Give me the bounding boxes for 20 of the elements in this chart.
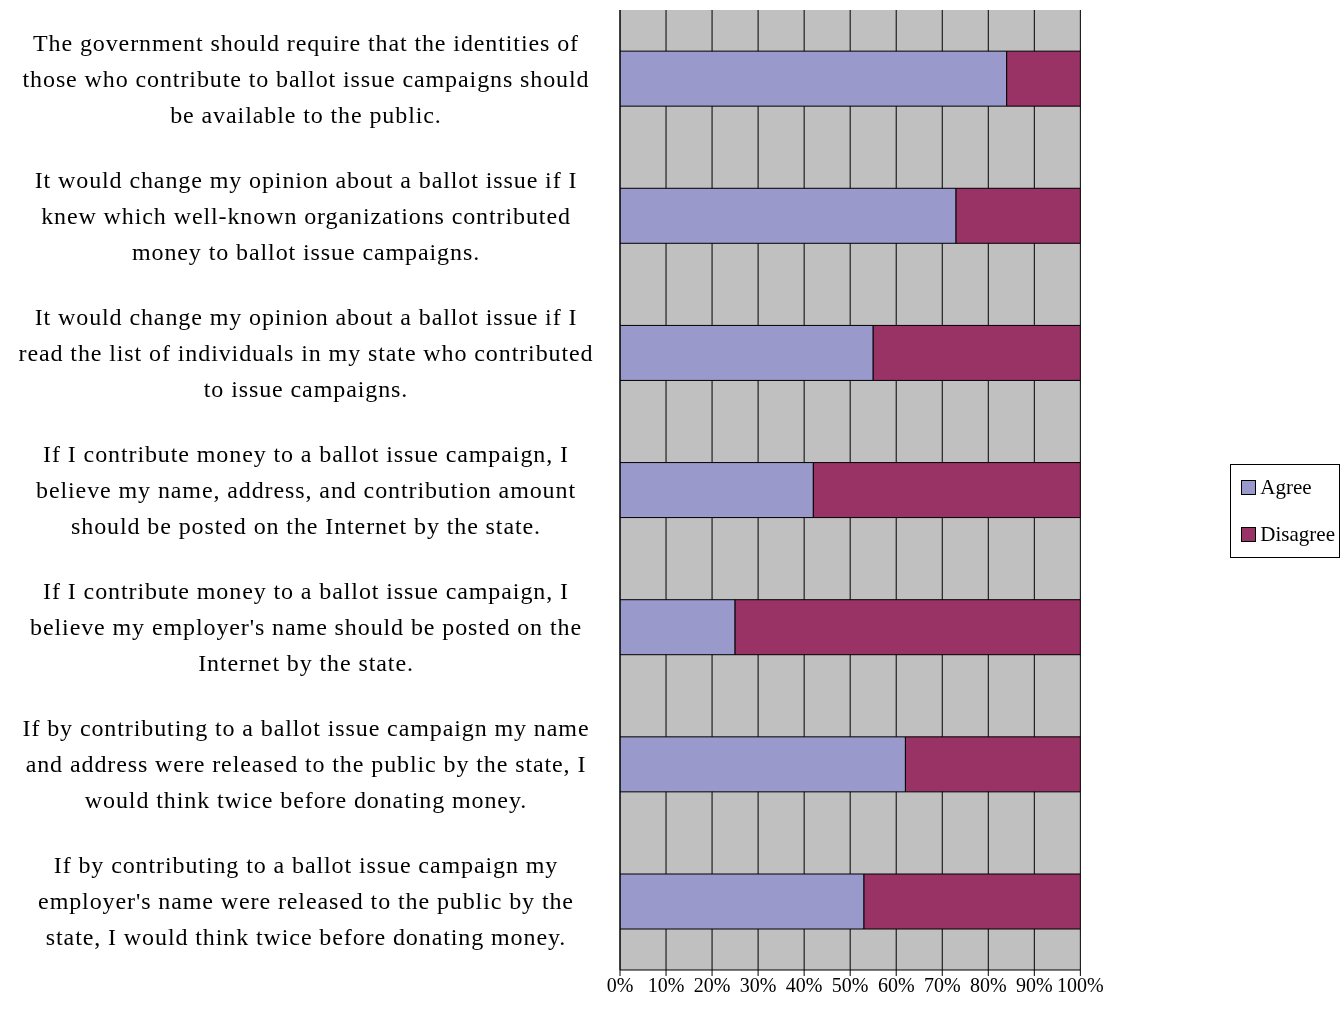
x-tick-label: 50% bbox=[831, 974, 869, 997]
x-tick-label: 80% bbox=[969, 974, 1007, 997]
x-tick-label: 100% bbox=[1057, 974, 1104, 997]
x-tick-label: 40% bbox=[785, 974, 823, 997]
x-tick-label: 90% bbox=[1015, 974, 1053, 997]
y-tick-label: If by contributing to a ballot issue campaign my employer's name were released to the public by the state, I would think twice before donating money. bbox=[37, 851, 575, 953]
y-tick-label: If I contribute money to a ballot issue campaign, I believe my employer's name should be posted on the Internet by the state. bbox=[29, 577, 583, 679]
x-tick-label: 10% bbox=[647, 974, 685, 997]
x-tick-label: 0% bbox=[606, 974, 634, 997]
x-tick-label: 30% bbox=[739, 974, 777, 997]
x-tick-label: 60% bbox=[877, 974, 915, 997]
y-tick-label: It would change my opinion about a ballot issue if I read the list of individuals in my state who contributed to issue campaigns. bbox=[17, 302, 595, 404]
x-tick-label: 20% bbox=[693, 974, 731, 997]
x-tick-label: 70% bbox=[923, 974, 961, 997]
legend-label: Agree bbox=[1260, 474, 1312, 500]
legend-label: Disagree bbox=[1260, 521, 1335, 547]
y-tick-label: The government should require that the identities of those who contribute to ballot issue campaigns should be available to the public. bbox=[21, 28, 591, 130]
y-tick-label: If I contribute money to a ballot issue campaign, I believe my name, address, and contribution amount should be posted on the Internet by the state. bbox=[35, 440, 577, 541]
y-tick-label: It would change my opinion about a ballot issue if I knew which well-known organizations contributed money to ballot issue campaigns. bbox=[33, 165, 579, 267]
y-tick-label: If by contributing to a ballot issue campaign my name and address were released to the public by the state, I would think twice before donating money. bbox=[21, 714, 591, 816]
